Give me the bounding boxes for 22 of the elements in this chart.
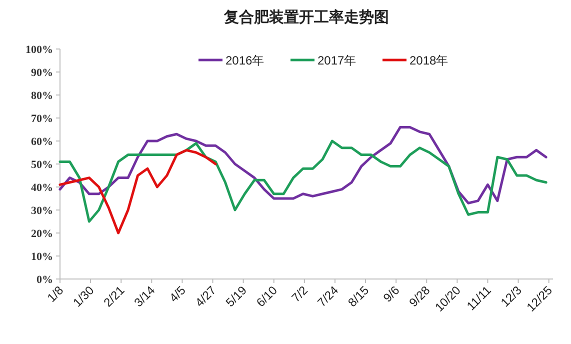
- y-tick-label: 70%: [31, 113, 53, 125]
- x-tick-label: 9/28: [406, 282, 433, 310]
- legend-label: 2018年: [410, 54, 448, 68]
- legend-label: 2016年: [226, 54, 264, 68]
- y-tick-label: 60%: [31, 136, 53, 148]
- y-tick-label: 40%: [31, 182, 53, 194]
- chart-title: 复合肥装置开工率走势图: [223, 8, 389, 26]
- x-tick-label: 6/10: [254, 282, 280, 310]
- y-tick-label: 80%: [31, 90, 53, 102]
- x-tick-label: 2/21: [100, 282, 128, 310]
- y-tick-label: 30%: [31, 205, 53, 217]
- legend-label: 2017年: [318, 54, 356, 68]
- y-tick-label: 50%: [31, 159, 53, 171]
- y-tick-label: 20%: [31, 228, 53, 240]
- x-tick-label: 4/5: [166, 282, 189, 305]
- y-tick-label: 10%: [31, 251, 53, 263]
- y-tick-label: 90%: [31, 67, 53, 79]
- x-tick-label: 7/2: [288, 282, 311, 305]
- x-tick-label: 9/6: [380, 282, 402, 305]
- x-tick-label: 7/24: [314, 282, 342, 310]
- y-tick-label: 100%: [26, 44, 53, 56]
- x-tick-label: 5/19: [223, 282, 250, 310]
